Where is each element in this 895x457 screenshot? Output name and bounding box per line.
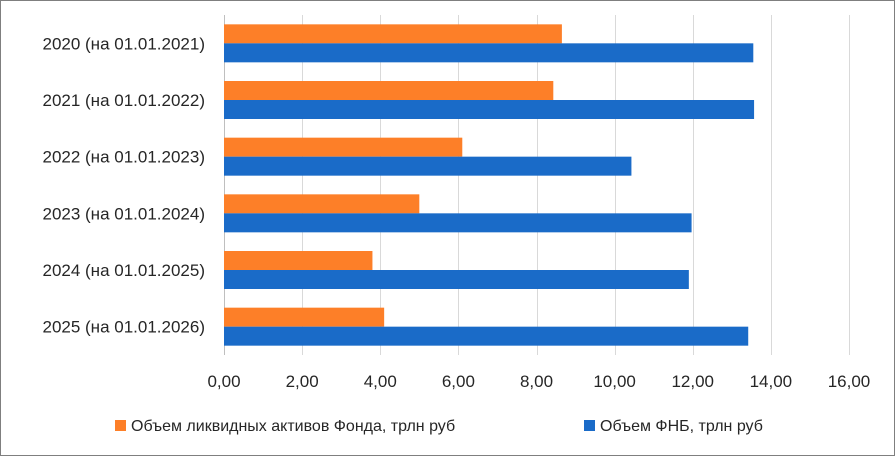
bar-s1-c1 — [224, 100, 755, 119]
category-label-1: 2021 (на 01.01.2022) — [42, 91, 205, 110]
x-tick-labels: 0,00 2,00 4,00 6,00 8,00 10,00 12,00 14,00 16,00 — [207, 372, 870, 391]
x-tick-label-6: 12,00 — [671, 372, 714, 391]
x-tick-label-5: 10,00 — [593, 372, 636, 391]
x-tick-label-0: 0,00 — [207, 372, 240, 391]
legend: Объем ликвидных активов Фонда, трлн руб … — [115, 418, 763, 435]
gridlines — [224, 15, 850, 355]
bar-s0-c0 — [224, 24, 562, 44]
category-label-4: 2024 (на 01.01.2025) — [42, 261, 205, 280]
bar-s1-c5 — [224, 326, 749, 346]
bar-s1-c4 — [224, 270, 689, 289]
bar-s0-c4 — [224, 251, 373, 270]
x-tick-label-7: 14,00 — [750, 372, 793, 391]
legend-swatch-liquid-assets — [115, 420, 126, 431]
x-tick-label-2: 4,00 — [364, 372, 397, 391]
category-label-2: 2022 (на 01.01.2023) — [42, 148, 205, 167]
legend-swatch-nwf-volume — [584, 420, 595, 431]
category-labels: 2020 (на 01.01.2021) 2021 (на 01.01.2022)… — [42, 34, 205, 336]
legend-label-liquid-assets: Объем ликвидных активов Фонда, трлн руб — [131, 418, 455, 435]
category-label-3: 2023 (на 01.01.2024) — [42, 204, 205, 223]
bar-s1-c2 — [224, 156, 632, 176]
x-tick-label-1: 2,00 — [286, 372, 319, 391]
bar-s0-c2 — [224, 137, 463, 157]
bar-s0-c1 — [224, 81, 554, 100]
bar-s0-c3 — [224, 194, 420, 214]
bar-s0-c5 — [224, 307, 385, 327]
bars — [224, 24, 755, 346]
x-tick-label-4: 8,00 — [520, 372, 553, 391]
category-label-0: 2020 (на 01.01.2021) — [42, 34, 205, 53]
x-tick-label-3: 6,00 — [442, 372, 475, 391]
category-label-5: 2025 (на 01.01.2026) — [42, 318, 205, 337]
bar-s1-c0 — [224, 43, 754, 63]
bar-s1-c3 — [224, 213, 692, 233]
legend-label-nwf-volume: Объем ФНБ, трлн руб — [600, 418, 763, 435]
x-tick-label-8: 16,00 — [828, 372, 871, 391]
